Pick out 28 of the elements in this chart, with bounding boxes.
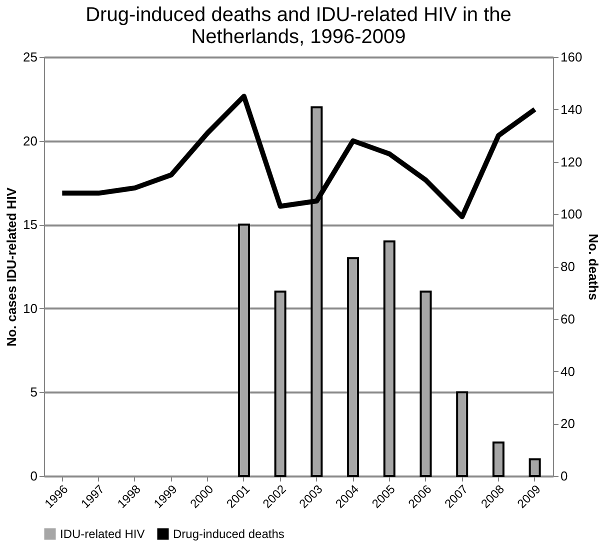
y2-tick-label: 140	[560, 102, 582, 117]
bar	[528, 458, 541, 477]
bar	[347, 257, 360, 477]
bar	[456, 391, 468, 477]
legend-label: IDU-related HIV	[60, 527, 145, 541]
y2-tick-label: 20	[560, 416, 575, 432]
y2-tick-label: 100	[560, 206, 582, 222]
bar	[383, 240, 396, 477]
y-axis-title: No. cases IDU-related HIV	[4, 187, 20, 346]
y2-tick-label: 120	[560, 154, 582, 170]
y-tick-label: 10	[23, 300, 38, 316]
bar	[274, 290, 286, 477]
y-tick-label: 0	[30, 468, 38, 484]
legend-label: Drug-induced deaths	[173, 527, 284, 541]
y2-axis-title: No. deaths	[586, 234, 602, 300]
chart-title: Drug-induced deaths and IDU-related HIV in the Netherlands, 1996-2009	[86, 4, 512, 48]
y2-tick-label: 60	[560, 311, 575, 326]
y-tick-label: 20	[23, 133, 38, 148]
y2-tick-label: 160	[560, 50, 582, 64]
y2-tick-label: 0	[560, 468, 568, 484]
y-tick-label: 5	[30, 384, 38, 400]
bar	[238, 224, 250, 477]
y-tick-label: 15	[23, 217, 38, 232]
y2-tick-label: 40	[560, 364, 575, 379]
y-tick-label: 25	[23, 50, 38, 64]
bar	[492, 441, 504, 477]
bar	[420, 290, 432, 477]
y2-tick-label: 80	[560, 259, 575, 274]
